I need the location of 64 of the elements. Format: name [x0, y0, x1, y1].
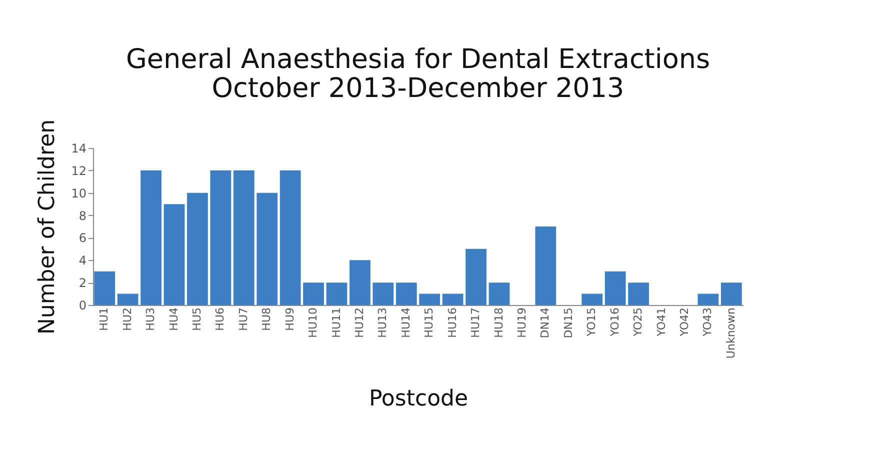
bar: [488, 282, 510, 305]
x-tick-label: HU19: [515, 308, 528, 338]
x-tick-label: HU10: [306, 308, 320, 338]
x-tick-label: Unknown: [724, 307, 738, 359]
x-tick-label: HU16: [446, 308, 459, 338]
bar: [280, 170, 301, 305]
x-tick-label: HU1: [98, 308, 111, 331]
y-tick-label: 12: [71, 164, 86, 178]
x-tick-label: YO41: [654, 308, 668, 338]
x-tick-label: HU8: [260, 308, 274, 331]
bar: [117, 294, 138, 305]
bar: [419, 294, 440, 305]
bar: [187, 192, 208, 305]
x-tick-label: HU15: [422, 308, 436, 338]
y-axis-title: Number of Children: [35, 119, 60, 335]
bar: [210, 170, 232, 305]
x-tick-label: HU4: [167, 308, 180, 331]
bar: [466, 248, 486, 305]
text: General Anaesthesia for Dental Extractions: [126, 44, 710, 75]
x-tick-label: HU2: [120, 308, 134, 331]
x-tick-label: HU5: [190, 308, 204, 331]
bar: [372, 282, 394, 305]
x-tick-label: HU3: [144, 308, 158, 331]
x-tick-label: HU6: [214, 308, 227, 331]
y-tick-label: 10: [71, 186, 86, 200]
y-tick-label: 4: [78, 254, 86, 268]
x-tick-label: HU11: [330, 308, 343, 338]
x-tick-label: DN14: [538, 308, 552, 338]
x-tick-label: YO43: [701, 308, 714, 338]
bar: [604, 271, 626, 305]
x-tick-label: HU13: [376, 308, 390, 338]
bar: [535, 226, 556, 305]
bar: [582, 294, 603, 305]
x-tick-label: HU12: [352, 308, 366, 338]
x-tick-label: HU18: [492, 308, 506, 338]
bar: [94, 271, 116, 305]
x-tick-label: YO15: [585, 308, 598, 338]
bar: [628, 282, 649, 305]
bar: [350, 260, 370, 305]
bar: [326, 282, 348, 305]
y-tick-label: 0: [78, 298, 86, 312]
x-tick-label: YO16: [608, 308, 622, 338]
y-tick-label: 6: [78, 231, 86, 246]
bar: [396, 282, 417, 305]
x-tick-label: HU9: [283, 308, 296, 331]
x-tick-label: YO25: [632, 308, 645, 338]
bar: [233, 170, 254, 305]
y-tick-label: 8: [78, 208, 86, 223]
bar: [720, 282, 742, 305]
bar: [698, 294, 719, 305]
x-axis-title: Postcode: [368, 386, 468, 412]
bar: [256, 192, 278, 305]
y-tick-label: 14: [71, 142, 86, 156]
y-tick-label: 2: [78, 276, 86, 290]
bar: [164, 204, 185, 305]
x-tick-label: YO42: [678, 308, 691, 338]
x-tick-label: DN15: [562, 308, 575, 338]
x-tick-label: HU17: [469, 308, 482, 338]
x-tick-label: HU14: [399, 308, 412, 338]
bar: [442, 294, 464, 305]
x-tick-label: HU7: [236, 308, 250, 331]
text: October 2013-December 2013: [212, 72, 624, 104]
bar: [140, 170, 162, 305]
bar: [303, 282, 324, 305]
